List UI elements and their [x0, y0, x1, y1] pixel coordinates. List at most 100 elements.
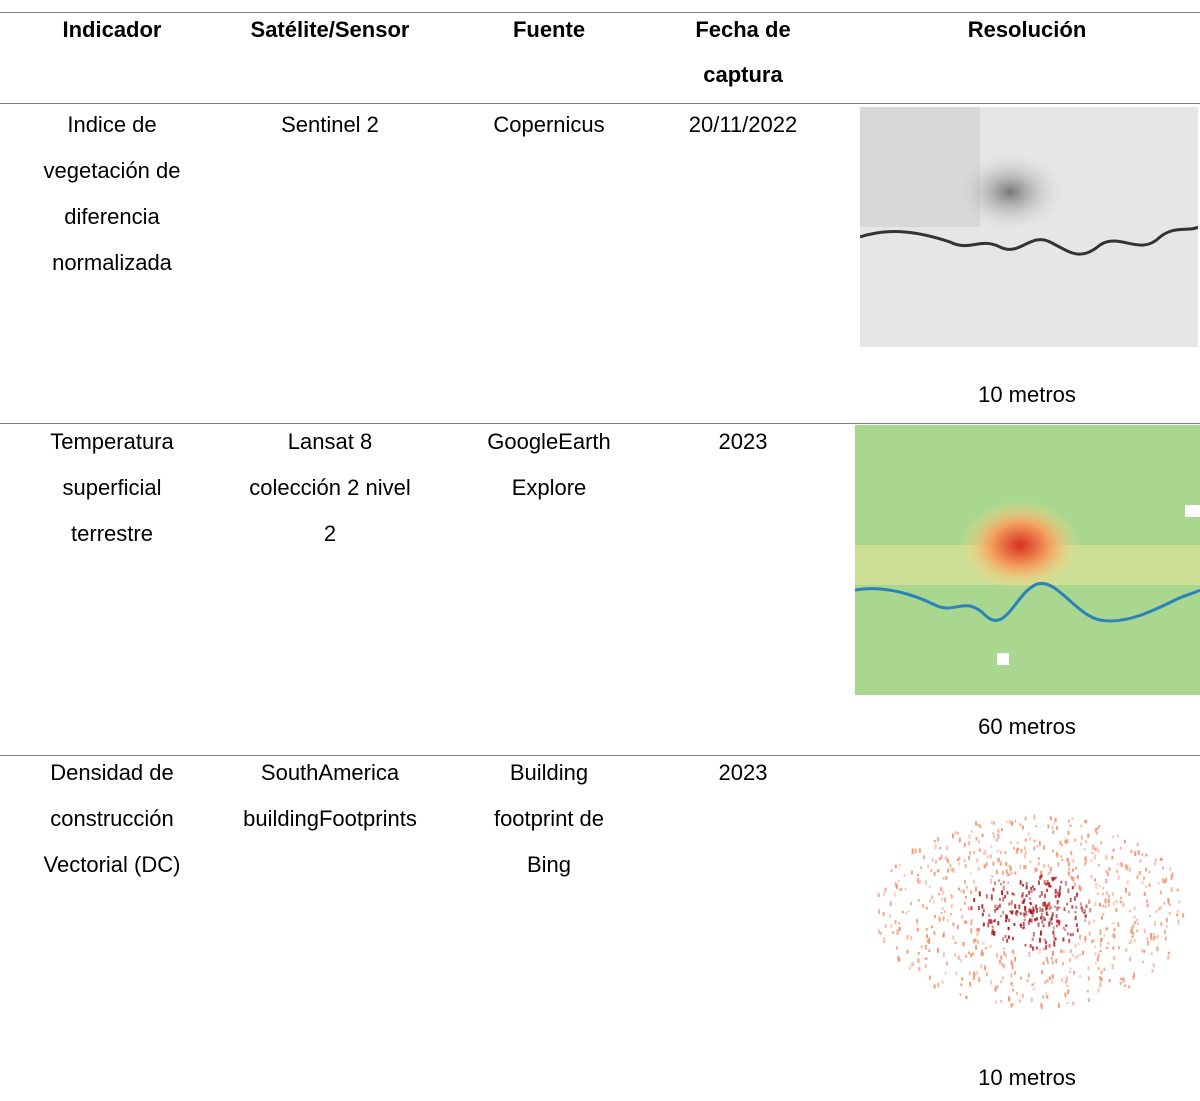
speckle	[965, 995, 968, 1000]
speckle	[1178, 900, 1181, 904]
speckle	[1084, 919, 1087, 922]
speckle	[1031, 913, 1034, 916]
speckle	[1030, 886, 1033, 890]
speckle	[1079, 953, 1082, 957]
speckle	[1073, 882, 1076, 887]
speckle	[1053, 940, 1056, 943]
speckle	[991, 931, 994, 936]
speckle	[983, 864, 986, 869]
speckle	[1106, 871, 1109, 876]
speckle	[985, 862, 988, 867]
speckle	[1042, 961, 1045, 965]
speckle	[1004, 919, 1007, 923]
speckle	[1054, 937, 1057, 941]
speckle	[1033, 982, 1036, 985]
speckle	[1047, 864, 1050, 869]
speckle	[1062, 926, 1065, 930]
table-cell: normalizada	[52, 250, 172, 275]
speckle	[1111, 891, 1114, 896]
speckle	[1105, 869, 1108, 873]
speckle	[890, 869, 893, 872]
speckle	[985, 894, 988, 899]
speckle	[920, 945, 923, 949]
speckle	[1096, 827, 1099, 830]
table-cell: GoogleEarth	[487, 429, 611, 454]
speckle	[877, 893, 880, 897]
speckle	[1055, 958, 1058, 964]
speckle	[1005, 862, 1008, 867]
speckle	[1049, 917, 1052, 923]
speckle	[1067, 910, 1070, 914]
speckle	[1043, 901, 1046, 907]
speckle	[1064, 928, 1067, 932]
speckle	[907, 910, 910, 913]
speckle	[1115, 907, 1118, 912]
speckle	[970, 890, 973, 895]
speckle	[1063, 907, 1066, 912]
speckle	[1011, 821, 1014, 826]
speckle	[1021, 993, 1024, 999]
speckle	[1065, 839, 1068, 844]
speckle	[970, 905, 973, 911]
table-cell: terrestre	[71, 521, 153, 546]
speckle	[1051, 876, 1054, 881]
speckle	[982, 922, 985, 926]
speckle	[934, 859, 937, 864]
speckle	[998, 959, 1001, 964]
speckle	[956, 858, 959, 862]
speckle	[922, 903, 925, 908]
speckle	[911, 848, 914, 854]
speckle	[1031, 915, 1034, 918]
speckle	[1124, 887, 1127, 893]
speckle	[1054, 894, 1057, 898]
speckle	[1045, 992, 1048, 997]
speckle	[1094, 827, 1097, 833]
speckle	[1024, 943, 1027, 947]
speckle	[963, 901, 966, 905]
speckle	[879, 931, 882, 935]
speckle	[1045, 907, 1048, 911]
speckle	[1012, 1003, 1015, 1006]
speckle	[1064, 881, 1067, 886]
speckle	[982, 941, 985, 945]
speckle	[892, 931, 895, 934]
speckle	[1140, 948, 1143, 953]
speckle	[1128, 941, 1131, 945]
speckle	[1113, 927, 1116, 932]
speckle	[976, 858, 979, 863]
speckle	[998, 898, 1001, 901]
speckle	[1056, 906, 1059, 911]
speckle	[1019, 823, 1022, 827]
speckle	[997, 833, 1000, 839]
speckle	[1143, 949, 1146, 953]
speckle	[1021, 892, 1024, 897]
speckle	[1163, 879, 1166, 884]
table-cell: Building	[509, 760, 589, 785]
speckle	[877, 929, 880, 934]
speckle	[917, 952, 920, 955]
speckle	[1084, 937, 1087, 941]
speckle	[1046, 879, 1049, 885]
speckle	[1112, 921, 1115, 925]
speckle	[941, 980, 944, 984]
speckle	[1072, 858, 1075, 864]
speckle	[917, 958, 920, 963]
speckle	[1075, 894, 1078, 898]
speckle	[978, 891, 981, 897]
speckle	[1003, 951, 1006, 956]
speckle	[990, 894, 993, 900]
speckle	[1026, 979, 1029, 983]
speckle	[1100, 977, 1103, 982]
speckle	[1125, 948, 1128, 952]
speckle	[1150, 937, 1153, 941]
speckle	[1075, 905, 1078, 910]
speckle	[1034, 870, 1037, 873]
speckle	[1133, 972, 1136, 977]
speckle	[1043, 864, 1046, 868]
speckle	[984, 965, 987, 971]
speckle	[905, 911, 908, 915]
speckle	[950, 895, 953, 899]
speckle	[1051, 826, 1054, 829]
speckle	[1072, 876, 1075, 882]
speckle	[1014, 911, 1017, 916]
